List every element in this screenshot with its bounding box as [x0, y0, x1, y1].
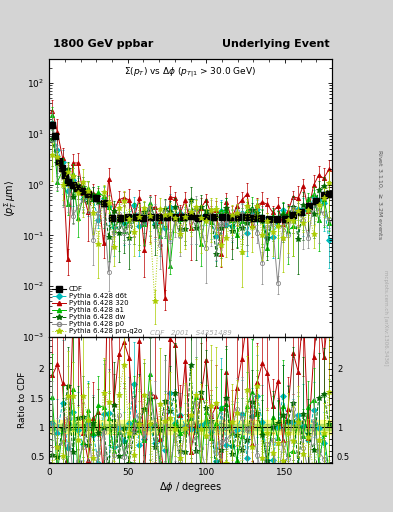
Y-axis label: Ratio to CDF: Ratio to CDF [18, 372, 27, 429]
Text: CDF   2001   S4351489: CDF 2001 S4351489 [150, 330, 231, 335]
Legend: CDF, Pythia 6.428 d6t, Pythia 6.428 320, Pythia 6.428 a1, Pythia 6.428 dw, Pythi: CDF, Pythia 6.428 d6t, Pythia 6.428 320,… [51, 285, 143, 335]
Text: Underlying Event: Underlying Event [222, 38, 330, 49]
Text: Rivet 3.1.10, $\geq$ 3.2M events: Rivet 3.1.10, $\geq$ 3.2M events [375, 149, 383, 240]
X-axis label: $\Delta\phi$ / degrees: $\Delta\phi$ / degrees [159, 480, 222, 494]
Text: $\Sigma(p_T)$ vs $\Delta\phi$ ($p_{T|1}$ > 30.0 GeV): $\Sigma(p_T)$ vs $\Delta\phi$ ($p_{T|1}$… [125, 66, 257, 80]
Y-axis label: $\langle p_T^\Sigma\,\mu$m$\rangle$: $\langle p_T^\Sigma\,\mu$m$\rangle$ [2, 179, 19, 217]
Text: mcplots.cern.ch [arXiv:1306.3436]: mcplots.cern.ch [arXiv:1306.3436] [383, 270, 387, 365]
Text: 1800 GeV ppbar: 1800 GeV ppbar [53, 38, 153, 49]
